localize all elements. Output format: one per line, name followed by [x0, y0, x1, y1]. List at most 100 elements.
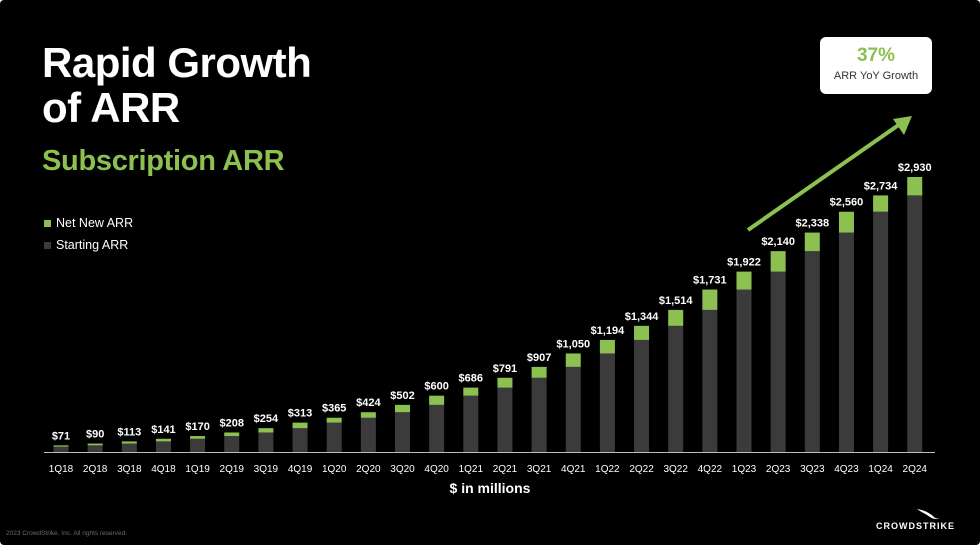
bar-net-new-arr-1Q18 — [53, 445, 69, 447]
bar-starting-arr-2Q20 — [360, 417, 376, 452]
data-label-1Q18: $71 — [52, 430, 70, 442]
bar-starting-arr-3Q23 — [804, 251, 820, 452]
bar-starting-arr-1Q19 — [190, 438, 206, 452]
growth-trend-arrowhead — [893, 116, 912, 135]
data-label-2Q24: $2,930 — [898, 162, 932, 174]
data-label-1Q23: $1,922 — [727, 257, 761, 269]
data-label-3Q21: $907 — [527, 352, 551, 364]
bar-starting-arr-4Q20 — [429, 404, 445, 452]
title-line-2: of ARR — [42, 84, 180, 131]
bar-starting-arr-3Q20 — [395, 412, 410, 452]
x-tick-label-2Q18: 2Q18 — [83, 464, 108, 475]
bar-net-new-arr-2Q22 — [634, 325, 650, 340]
legend-item-starting: Starting ARR — [44, 234, 133, 256]
chart-legend: Net New ARR Starting ARR — [44, 212, 133, 256]
legend-swatch-net-new — [44, 219, 51, 227]
x-tick-label-2Q20: 2Q20 — [356, 464, 381, 475]
bar-starting-arr-3Q18 — [121, 443, 137, 452]
data-label-3Q23: $2,338 — [795, 218, 829, 230]
x-tick-label-2Q22: 2Q22 — [629, 464, 654, 475]
x-tick-label-2Q21: 2Q21 — [493, 464, 518, 475]
x-tick-label-3Q20: 3Q20 — [390, 464, 415, 475]
bar-net-new-arr-4Q22 — [702, 289, 718, 310]
title-line-1: Rapid Growth — [42, 39, 312, 86]
bar-starting-arr-2Q21 — [497, 387, 513, 452]
legend-label-starting: Starting ARR — [56, 238, 129, 252]
data-label-4Q22: $1,731 — [693, 275, 727, 287]
bar-net-new-arr-2Q19 — [224, 432, 240, 437]
bar-starting-arr-3Q21 — [531, 377, 547, 452]
data-label-3Q20: $502 — [390, 390, 414, 402]
x-tick-label-4Q23: 4Q23 — [834, 464, 859, 475]
data-label-4Q23: $2,560 — [830, 197, 864, 209]
bar-net-new-arr-1Q19 — [190, 436, 206, 439]
x-tick-label-4Q22: 4Q22 — [698, 464, 723, 475]
data-label-2Q18: $90 — [86, 429, 104, 441]
bar-net-new-arr-2Q18 — [87, 443, 103, 446]
bar-starting-arr-1Q23 — [736, 289, 752, 452]
data-label-4Q21: $1,050 — [556, 338, 590, 350]
bar-net-new-arr-4Q20 — [429, 395, 445, 405]
bar-net-new-arr-3Q18 — [121, 441, 137, 444]
bar-starting-arr-1Q20 — [326, 422, 342, 452]
x-tick-label-4Q20: 4Q20 — [424, 464, 449, 475]
data-label-1Q21: $686 — [459, 373, 483, 385]
data-label-3Q22: $1,514 — [659, 295, 694, 307]
bar-net-new-arr-3Q22 — [668, 309, 684, 326]
bar-net-new-arr-4Q18 — [155, 438, 171, 442]
x-tick-label-1Q20: 1Q20 — [322, 464, 347, 475]
growth-callout-value: 37% — [856, 45, 896, 66]
bar-starting-arr-4Q19 — [292, 428, 308, 452]
bar-starting-arr-3Q19 — [258, 432, 274, 452]
data-label-3Q19: $254 — [254, 413, 279, 425]
legend-item-net-new: Net New ARR — [44, 212, 133, 234]
data-label-4Q18: $141 — [151, 424, 175, 436]
bar-starting-arr-1Q22 — [599, 353, 615, 452]
x-tick-label-1Q18: 1Q18 — [49, 464, 74, 475]
x-tick-label-1Q24: 1Q24 — [868, 464, 893, 475]
bar-net-new-arr-1Q23 — [736, 271, 752, 290]
x-tick-label-1Q19: 1Q19 — [185, 464, 210, 475]
x-tick-label-4Q18: 4Q18 — [151, 464, 176, 475]
x-tick-label-2Q19: 2Q19 — [220, 464, 245, 475]
bar-net-new-arr-4Q21 — [565, 353, 581, 367]
bar-net-new-arr-2Q24 — [907, 177, 923, 196]
data-label-4Q19: $313 — [288, 408, 312, 420]
bar-starting-arr-1Q21 — [463, 395, 479, 452]
x-tick-label-1Q21: 1Q21 — [459, 464, 484, 475]
bar-starting-arr-2Q24 — [907, 195, 923, 452]
growth-trend-arrow — [746, 122, 902, 232]
bar-net-new-arr-4Q19 — [292, 422, 308, 429]
bar-starting-arr-2Q18 — [87, 445, 103, 452]
data-label-2Q20: $424 — [356, 397, 381, 409]
x-tick-label-2Q24: 2Q24 — [903, 464, 928, 475]
data-label-2Q19: $208 — [220, 417, 244, 429]
bar-net-new-arr-1Q22 — [599, 339, 615, 354]
falcon-logo-icon — [917, 509, 941, 520]
x-tick-label-3Q23: 3Q23 — [800, 464, 825, 475]
bar-net-new-arr-1Q20 — [326, 417, 342, 423]
bar-net-new-arr-2Q23 — [770, 251, 786, 272]
bar-starting-arr-4Q22 — [702, 309, 718, 452]
data-label-2Q23: $2,140 — [761, 236, 795, 248]
x-tick-label-3Q21: 3Q21 — [527, 464, 552, 475]
x-tick-label-4Q21: 4Q21 — [561, 464, 586, 475]
bar-starting-arr-4Q21 — [565, 366, 581, 452]
bar-starting-arr-3Q22 — [668, 325, 684, 452]
bar-net-new-arr-3Q20 — [395, 404, 410, 413]
x-tick-label-3Q18: 3Q18 — [117, 464, 142, 475]
slide-title: Rapid Growth of ARR — [42, 39, 312, 131]
x-axis-label: $ in millions — [450, 480, 531, 496]
data-label-4Q20: $600 — [424, 381, 448, 393]
bar-net-new-arr-3Q19 — [258, 428, 274, 433]
bar-net-new-arr-1Q24 — [873, 195, 889, 212]
x-tick-label-2Q23: 2Q23 — [766, 464, 791, 475]
data-label-2Q22: $1,344 — [625, 311, 660, 323]
bar-starting-arr-4Q18 — [155, 441, 171, 452]
bar-net-new-arr-4Q23 — [838, 211, 854, 233]
x-tick-label-3Q19: 3Q19 — [254, 464, 279, 475]
copyright-footer: 2023 CrowdStrike, Inc. All rights reserv… — [6, 530, 128, 537]
legend-swatch-starting — [44, 241, 51, 249]
